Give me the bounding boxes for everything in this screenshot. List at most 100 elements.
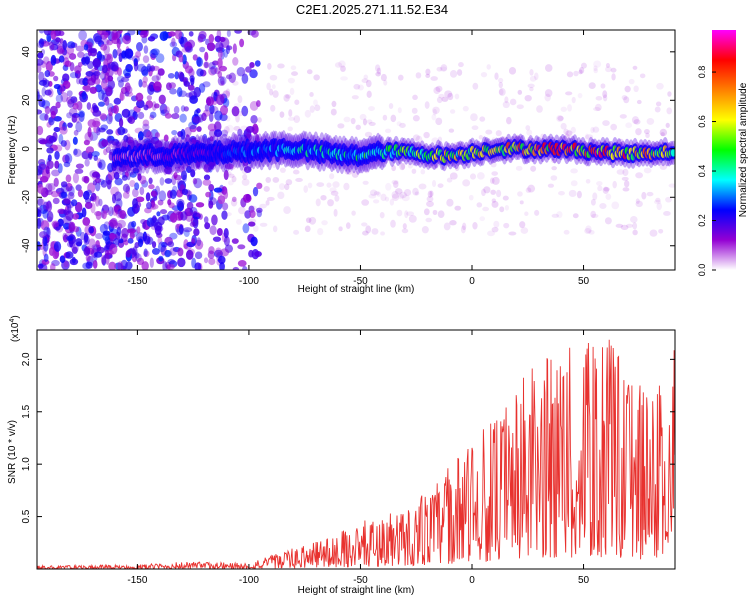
- heatmap-cell: [527, 83, 535, 89]
- heatmap-cell: [524, 94, 532, 102]
- heatmap-cell: [208, 183, 215, 192]
- heatmap-cell: [38, 38, 45, 48]
- heatmap-cell: [495, 130, 502, 137]
- heatmap-cell: [109, 243, 118, 255]
- heatmap-cell: [344, 168, 353, 175]
- heatmap-cell: [239, 38, 245, 48]
- heatmap-cell: [101, 64, 108, 74]
- heatmap-cell: [217, 76, 225, 86]
- heatmap-cell: [304, 225, 311, 233]
- heatmap-cell: [139, 186, 145, 196]
- heatmap-cell: [146, 202, 152, 210]
- heatmap-cell: [556, 115, 564, 123]
- heatmap-cell: [343, 182, 350, 191]
- heatmap-cell: [556, 211, 563, 219]
- heatmap-cell: [420, 169, 426, 175]
- heatmap-cell: [431, 113, 437, 121]
- heatmap-cell: [223, 189, 229, 200]
- heatmap-cell: [117, 126, 126, 136]
- heatmap-cell: [313, 74, 320, 81]
- heatmap-cell: [191, 138, 197, 145]
- heatmap-cell: [353, 83, 361, 90]
- heatmap-cell: [133, 61, 139, 72]
- heatmap-cells: [37, 30, 675, 270]
- heatmap-cell: [135, 51, 142, 58]
- heatmap-cell: [249, 100, 259, 111]
- heatmap-cell: [46, 160, 54, 170]
- heatmap-cell: [87, 151, 93, 161]
- heatmap-cell: [114, 204, 122, 215]
- heatmap-cell: [219, 36, 226, 43]
- heatmap-cell: [106, 129, 114, 135]
- heatmap-cell: [37, 52, 44, 59]
- heatmap-cell: [95, 240, 100, 248]
- heatmap-cell: [432, 108, 437, 116]
- heatmap-cell: [72, 136, 78, 145]
- heatmap-cell: [45, 61, 53, 72]
- heatmap-cell: [136, 226, 141, 234]
- heatmap-cell: [101, 256, 107, 266]
- heatmap-cell: [122, 191, 130, 199]
- heatmap-cell: [388, 102, 394, 110]
- heatmap-cell: [225, 212, 232, 217]
- heatmap-cell: [515, 165, 523, 171]
- heatmap-cell: [584, 228, 592, 234]
- heatmap-cell: [171, 130, 178, 136]
- heatmap-cell: [47, 182, 56, 191]
- heatmap-cell: [504, 96, 509, 104]
- heatmap-cell: [635, 200, 643, 208]
- heatmap-cell: [632, 65, 638, 70]
- heatmap-cell: [232, 80, 239, 86]
- heatmap-cell: [71, 256, 76, 264]
- heatmap-cell: [151, 75, 160, 82]
- heatmap-cell: [89, 86, 97, 94]
- heatmap-cell: [91, 151, 100, 157]
- heatmap-cell: [192, 54, 198, 61]
- heatmap-cell: [94, 177, 102, 184]
- heatmap-cell: [83, 139, 90, 146]
- heatmap-cell: [364, 168, 370, 174]
- heatmap-cell: [472, 222, 478, 230]
- heatmap-cell: [65, 210, 74, 221]
- heatmap-cell: [432, 209, 438, 216]
- heatmap-cell: [334, 194, 340, 202]
- heatmap-cell: [406, 211, 415, 217]
- heatmap-cell: [76, 77, 81, 85]
- heatmap-cell: [181, 47, 190, 53]
- heatmap-cell: [407, 162, 414, 169]
- heatmap-cell: [217, 57, 223, 69]
- heatmap-cell: [438, 93, 445, 99]
- heatmap-cell: [593, 65, 598, 72]
- heatmap-cell: [37, 91, 40, 101]
- heatmap-cell: [109, 232, 116, 240]
- heatmap-cell: [157, 241, 166, 253]
- heatmap-cell: [519, 221, 526, 229]
- heatmap-cell: [243, 166, 252, 174]
- heatmap-cell: [401, 194, 410, 202]
- heatmap-cell: [423, 208, 430, 216]
- heatmap-cell: [77, 189, 84, 198]
- heatmap-cell: [599, 203, 607, 210]
- heatmap-cell: [479, 116, 486, 122]
- heatmap-cell: [107, 140, 117, 148]
- heatmap-cell: [294, 99, 300, 105]
- snr-y-axis-label: SNR (10 * v/v): [7, 420, 18, 484]
- heatmap-cell: [490, 161, 497, 168]
- heatmap-cell: [73, 148, 78, 156]
- heatmap-cell: [288, 109, 293, 117]
- heatmap-cell: [216, 30, 222, 39]
- heatmap-cell: [611, 73, 616, 81]
- heatmap-cell: [124, 90, 130, 97]
- heatmap-cell: [214, 110, 223, 121]
- heatmap-cell: [169, 247, 178, 256]
- heatmap-cell: [122, 35, 132, 45]
- heatmap-cell: [663, 210, 671, 216]
- heatmap-cell: [103, 31, 109, 38]
- heatmap-cell: [643, 167, 652, 174]
- heatmap-cell: [124, 48, 134, 59]
- colorbar-tick-label: 0.0: [697, 264, 707, 277]
- heatmap-cell: [408, 215, 417, 223]
- heatmap-cell: [255, 207, 263, 213]
- heatmap-cell: [88, 226, 95, 234]
- heatmap-cell: [380, 73, 387, 82]
